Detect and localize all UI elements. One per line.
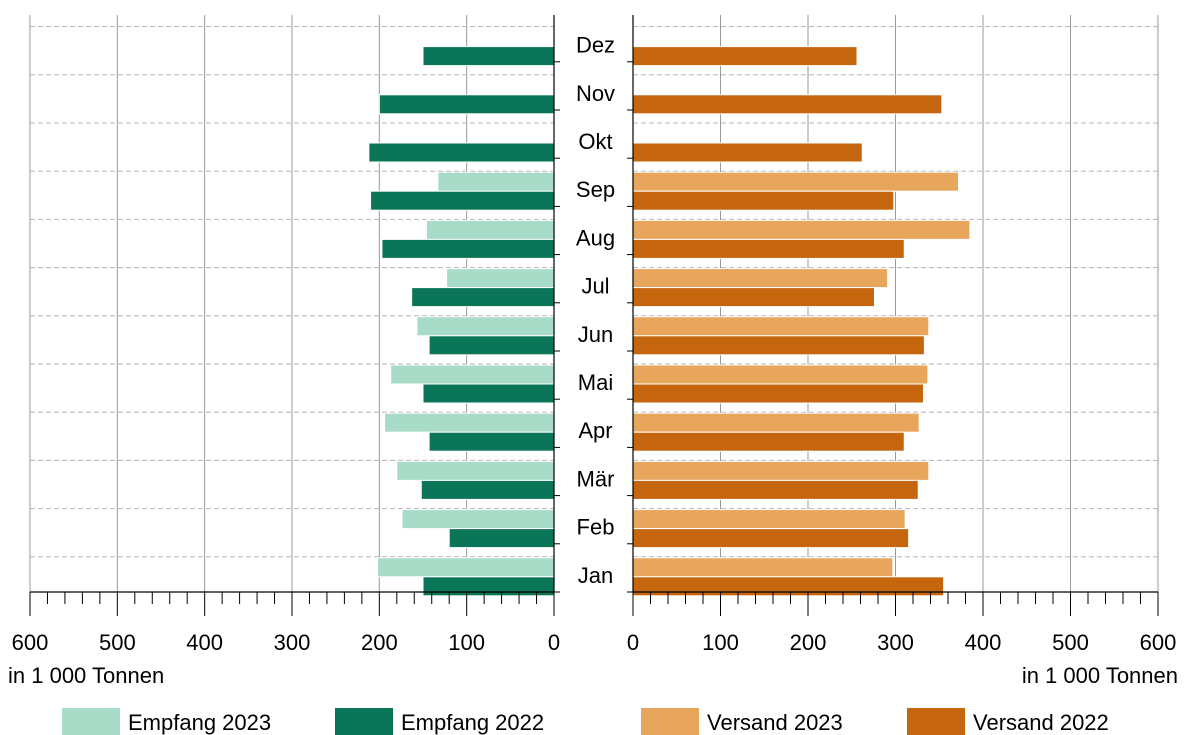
bar-versand-2022-Okt	[632, 142, 863, 163]
bar-empfang-2022-Jan	[422, 576, 555, 597]
legend-swatch	[62, 708, 120, 735]
bar-empfang-2023-Jun	[416, 316, 555, 337]
category-label: Feb	[577, 515, 615, 540]
bar-versand-2022-Jan	[632, 576, 945, 597]
bar-versand-2022-Jul	[632, 287, 875, 308]
bar-versand-2022-Feb	[632, 528, 910, 549]
bar-versand-2023-Apr	[632, 412, 920, 433]
bar-empfang-2023-Mär	[396, 460, 555, 481]
category-label: Mai	[578, 370, 613, 395]
left-unit-label: in 1 000 Tonnen	[8, 663, 164, 688]
bar-versand-2022-Mär	[632, 479, 919, 500]
bar-empfang-2023-Jul	[446, 268, 555, 289]
bar-versand-2023-Jun	[632, 316, 930, 337]
bar-versand-2022-Dez	[632, 46, 858, 67]
left-tick-label: 500	[99, 630, 136, 655]
left-tick-label: 300	[274, 630, 311, 655]
bar-empfang-2022-Nov	[378, 94, 555, 115]
right-tick-label: 0	[627, 630, 639, 655]
category-label: Aug	[576, 225, 615, 250]
category-label: Nov	[576, 81, 615, 106]
axes: 600 500 400 300 200 100 0 0 100 200 300 400 500 600	[12, 15, 1177, 655]
bar-versand-2023-Jan	[632, 557, 894, 578]
left-tick-label: 100	[448, 630, 485, 655]
bar-empfang-2022-Okt	[368, 142, 555, 163]
legend-label: Empfang 2022	[401, 710, 544, 735]
right-tick-label: 100	[702, 630, 739, 655]
bar-empfang-2023-Aug	[425, 219, 555, 240]
bar-versand-2022-Aug	[632, 238, 905, 259]
legend-swatch	[641, 708, 699, 735]
right-tick-label: 400	[965, 630, 1002, 655]
category-label: Dez	[576, 33, 615, 58]
legend-label: Empfang 2023	[128, 710, 271, 735]
bar-empfang-2023-Feb	[401, 509, 555, 530]
bar-versand-2022-Jun	[632, 335, 925, 356]
bar-empfang-2022-Mai	[422, 383, 555, 404]
bar-versand-2023-Jul	[632, 268, 889, 289]
bar-empfang-2022-Jul	[411, 287, 555, 308]
bar-empfang-2023-Apr	[384, 412, 555, 433]
category-label: Jun	[578, 322, 613, 347]
right-unit-label: in 1 000 Tonnen	[1022, 663, 1178, 688]
left-tick-label: 400	[186, 630, 223, 655]
category-label: Sep	[576, 177, 615, 202]
bar-empfang-2022-Aug	[381, 238, 555, 259]
left-tick-label: 200	[361, 630, 398, 655]
bar-versand-2022-Apr	[632, 431, 905, 452]
legend-swatch	[335, 708, 393, 735]
category-label: Mär	[577, 466, 615, 491]
right-tick-label: 300	[877, 630, 914, 655]
bar-versand-2022-Mai	[632, 383, 924, 404]
bar-versand-2022-Nov	[632, 94, 943, 115]
bars	[368, 46, 971, 597]
bar-empfang-2022-Jun	[428, 335, 555, 356]
bar-versand-2023-Aug	[632, 219, 971, 240]
bar-empfang-2022-Feb	[448, 528, 555, 549]
bar-versand-2023-Sep	[632, 171, 959, 192]
legend-swatch	[907, 708, 965, 735]
bar-versand-2022-Sep	[632, 190, 895, 211]
legend: Empfang 2023 Empfang 2022 Versand 2023 Vers…	[62, 708, 1109, 735]
bar-empfang-2022-Mär	[420, 479, 555, 500]
category-labels: Jan Feb Mär Apr Mai Jun Jul Aug Sep Okt Nov Dez	[576, 33, 615, 588]
bar-empfang-2022-Sep	[370, 190, 555, 211]
left-tick-label: 0	[548, 630, 560, 655]
bar-empfang-2023-Sep	[437, 171, 555, 192]
bar-versand-2023-Mär	[632, 460, 930, 481]
bar-empfang-2023-Mai	[390, 364, 555, 385]
category-label: Jul	[581, 274, 609, 299]
bar-versand-2023-Mai	[632, 364, 929, 385]
legend-label: Versand 2023	[707, 710, 843, 735]
legend-label: Versand 2022	[973, 710, 1109, 735]
category-label: Okt	[578, 129, 612, 154]
right-tick-label: 600	[1140, 630, 1177, 655]
bar-versand-2023-Feb	[632, 509, 906, 530]
left-tick-label: 600	[12, 630, 49, 655]
bar-empfang-2023-Jan	[377, 557, 555, 578]
category-label: Jan	[578, 563, 613, 588]
bar-empfang-2022-Dez	[422, 46, 555, 67]
right-tick-label: 200	[790, 630, 827, 655]
right-tick-label: 500	[1052, 630, 1089, 655]
bar-empfang-2022-Apr	[428, 431, 555, 452]
category-label: Apr	[578, 418, 612, 443]
